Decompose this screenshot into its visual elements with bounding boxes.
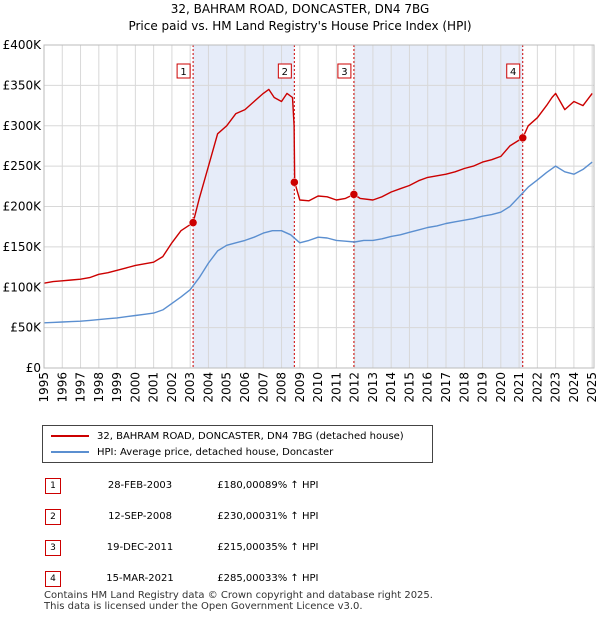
x-tick-label: 2019: [476, 372, 490, 403]
legend-swatch-red: [51, 435, 89, 437]
table-row: 3 19-DEC-2011 £215,000 35% ↑ HPI: [42, 532, 345, 563]
sale-marker-box-1: [176, 63, 191, 79]
x-tick-label: 2007: [256, 372, 270, 403]
x-tick-label: 1999: [110, 372, 124, 403]
x-tick-label: 2000: [128, 372, 142, 403]
x-tick-label: 1996: [55, 372, 69, 403]
sale-number-badge: 2: [45, 508, 61, 525]
x-tick-label: 2012: [348, 372, 362, 403]
y-tick-label: £200K: [3, 200, 43, 214]
sale-price: £215,000: [217, 542, 265, 553]
x-tick-label: 2013: [366, 372, 380, 403]
sale-marker-label-2: 2: [282, 67, 288, 78]
sale-hpi-change: 31% ↑ HPI: [265, 511, 319, 522]
sale-date: 28-FEB-2003: [107, 480, 173, 491]
sale-marker-box-2: [277, 63, 292, 79]
sale-price: £180,000: [217, 480, 265, 491]
sale-date: 19-DEC-2011: [106, 542, 174, 553]
sale-price: £230,000: [217, 511, 265, 522]
x-tick-label: 2011: [329, 372, 343, 403]
x-tick-label: 1995: [37, 372, 51, 403]
sale-marker-box-3: [337, 63, 352, 79]
x-tick-label: 2014: [384, 372, 398, 403]
sale-point-4: [518, 133, 527, 143]
sale-point-2: [290, 178, 299, 187]
x-tick-label: 2020: [494, 372, 508, 403]
footer-line-1: Contains HM Land Registry data © Crown c…: [44, 590, 433, 601]
y-tick-label: £50K: [10, 321, 42, 335]
y-tick-label: £300K: [3, 119, 43, 133]
x-tick-label: 2003: [183, 372, 197, 403]
sale-marker-label-1: 1: [180, 67, 186, 78]
plot-frame: [43, 44, 595, 369]
x-tick-label: 2023: [549, 372, 563, 403]
sale-marker-label-3: 3: [341, 67, 347, 78]
x-tick-label: 2024: [567, 372, 581, 403]
x-tick-label: 2015: [402, 372, 416, 403]
x-tick-label: 2004: [201, 372, 215, 403]
sale-price: £285,000: [217, 573, 265, 584]
x-tick-label: 2005: [220, 372, 234, 403]
sale-marker-label-4: 4: [510, 67, 516, 78]
x-tick-label: 2017: [439, 372, 453, 403]
sales-table: 1 28-FEB-2003 £180,000 89% ↑ HPI 2 12-SE…: [42, 470, 345, 594]
x-tick-label: 2016: [421, 372, 435, 403]
table-row: 1 28-FEB-2003 £180,000 89% ↑ HPI: [42, 470, 345, 501]
footer-line-2: This data is licensed under the Open Gov…: [44, 601, 363, 612]
footer-attribution: Contains HM Land Registry data © Crown c…: [44, 590, 433, 612]
sale-number-badge: 4: [45, 570, 61, 587]
y-tick-label: £150K: [3, 240, 43, 254]
legend-item-property: 32, BAHRAM ROAD, DONCASTER, DN4 7BG (det…: [51, 428, 404, 444]
sale-hpi-change: 89% ↑ HPI: [265, 480, 319, 491]
y-tick-label: £350K: [3, 78, 43, 92]
legend-swatch-blue: [51, 451, 89, 453]
hpi-series-line: [43, 161, 593, 324]
sale-number-badge: 3: [45, 539, 61, 556]
x-tick-label: 2018: [457, 372, 471, 403]
x-tick-label: 1998: [92, 372, 106, 403]
x-tick-label: 2002: [165, 372, 179, 403]
table-row: 2 12-SEP-2008 £230,000 31% ↑ HPI: [42, 501, 345, 532]
property-series-line: [43, 88, 593, 284]
y-tick-label: £100K: [3, 280, 43, 294]
legend-item-hpi: HPI: Average price, detached house, Donc…: [51, 444, 333, 460]
sale-hpi-change: 33% ↑ HPI: [265, 573, 319, 584]
x-tick-label: 2006: [238, 372, 252, 403]
sale-number-badge: 1: [45, 477, 61, 494]
sale-marker-box-4: [506, 63, 521, 79]
x-tick-label: 2025: [585, 372, 599, 403]
x-tick-label: 2022: [530, 372, 544, 403]
x-tick-label: 2001: [147, 372, 161, 403]
x-tick-label: 2009: [293, 372, 307, 403]
chart-subtitle: Price paid vs. HM Land Registry's House …: [128, 19, 472, 33]
x-tick-label: 2008: [275, 372, 289, 403]
sale-point-1: [188, 218, 198, 227]
chart-legend: 32, BAHRAM ROAD, DONCASTER, DN4 7BG (det…: [42, 425, 433, 463]
y-tick-label: £250K: [3, 159, 43, 173]
chart-title: 32, BAHRAM ROAD, DONCASTER, DN4 7BG: [170, 2, 430, 16]
table-row: 4 15-MAR-2021 £285,000 33% ↑ HPI: [42, 563, 345, 594]
sale-date: 15-MAR-2021: [106, 573, 174, 584]
sale-hpi-change: 35% ↑ HPI: [265, 542, 319, 553]
y-tick-label: £400K: [3, 38, 43, 52]
x-tick-label: 1997: [74, 372, 88, 403]
sale-point-3: [349, 190, 359, 199]
legend-label-hpi: HPI: Average price, detached house, Donc…: [97, 446, 334, 458]
price-chart: 1 2 3 4 £0 £50K £100K £150K £200K £250K £300K £350…: [3, 38, 600, 403]
legend-label-property: 32, BAHRAM ROAD, DONCASTER, DN4 7BG (det…: [97, 430, 404, 442]
y-tick-label: £0: [26, 361, 41, 375]
sale-date: 12-SEP-2008: [108, 511, 172, 522]
x-tick-label: 2010: [311, 372, 325, 403]
x-tick-label: 2021: [512, 372, 526, 403]
